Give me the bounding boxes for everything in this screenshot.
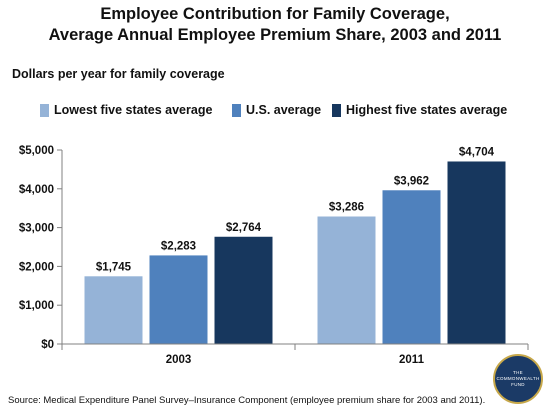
legend-label-highest: Highest five states average: [346, 103, 508, 117]
bar-value-label: $2,283: [161, 240, 196, 252]
logo-line-1: THE: [513, 370, 523, 375]
source-note: Source: Medical Expenditure Panel Survey…: [8, 395, 486, 406]
y-tick-label: $0: [41, 339, 54, 351]
chart-legend: Lowest five states average U.S. average …: [0, 103, 550, 121]
x-tick-label: 2011: [399, 354, 425, 366]
bar-value-label: $3,286: [329, 202, 364, 214]
legend-item-us: U.S. average: [232, 103, 321, 117]
legend-label-lowest: Lowest five states average: [54, 103, 213, 117]
chart-title-line-2: Average Annual Employee Premium Share, 2…: [48, 26, 502, 44]
legend-swatch-lowest: [40, 103, 49, 117]
chart-title: Employee Contribution for Family Coverag…: [0, 4, 550, 46]
bar: [382, 190, 441, 344]
bar: [447, 161, 506, 344]
bar: [84, 276, 143, 344]
legend-swatch-highest: [332, 103, 341, 117]
commonwealth-fund-logo: THE COMMONWEALTH FUND: [493, 354, 543, 404]
bar: [214, 236, 273, 344]
bar-value-label: $1,745: [96, 261, 132, 273]
chart-title-line-1: Employee Contribution for Family Coverag…: [100, 5, 450, 23]
bar-value-label: $3,962: [394, 175, 429, 187]
legend-item-highest: Highest five states average: [332, 103, 507, 117]
legend-label-us: U.S. average: [246, 103, 322, 117]
bar-value-label: $2,764: [226, 222, 262, 234]
y-tick-label: $2,000: [19, 261, 54, 273]
bar: [317, 216, 376, 344]
y-tick-label: $4,000: [19, 184, 54, 196]
y-tick-label: $3,000: [19, 223, 54, 235]
logo-line-2: COMMONWEALTH: [496, 376, 540, 381]
y-tick-label: $1,000: [19, 300, 54, 312]
bar: [149, 255, 208, 344]
x-tick-label: 2003: [166, 354, 192, 366]
legend-item-lowest: Lowest five states average: [40, 103, 212, 117]
bar-value-label: $4,704: [459, 146, 495, 158]
y-tick-label: $5,000: [19, 145, 54, 157]
legend-swatch-us: [232, 103, 241, 117]
logo-line-3: FUND: [511, 382, 525, 387]
chart-subtitle: Dollars per year for family coverage: [12, 67, 225, 81]
